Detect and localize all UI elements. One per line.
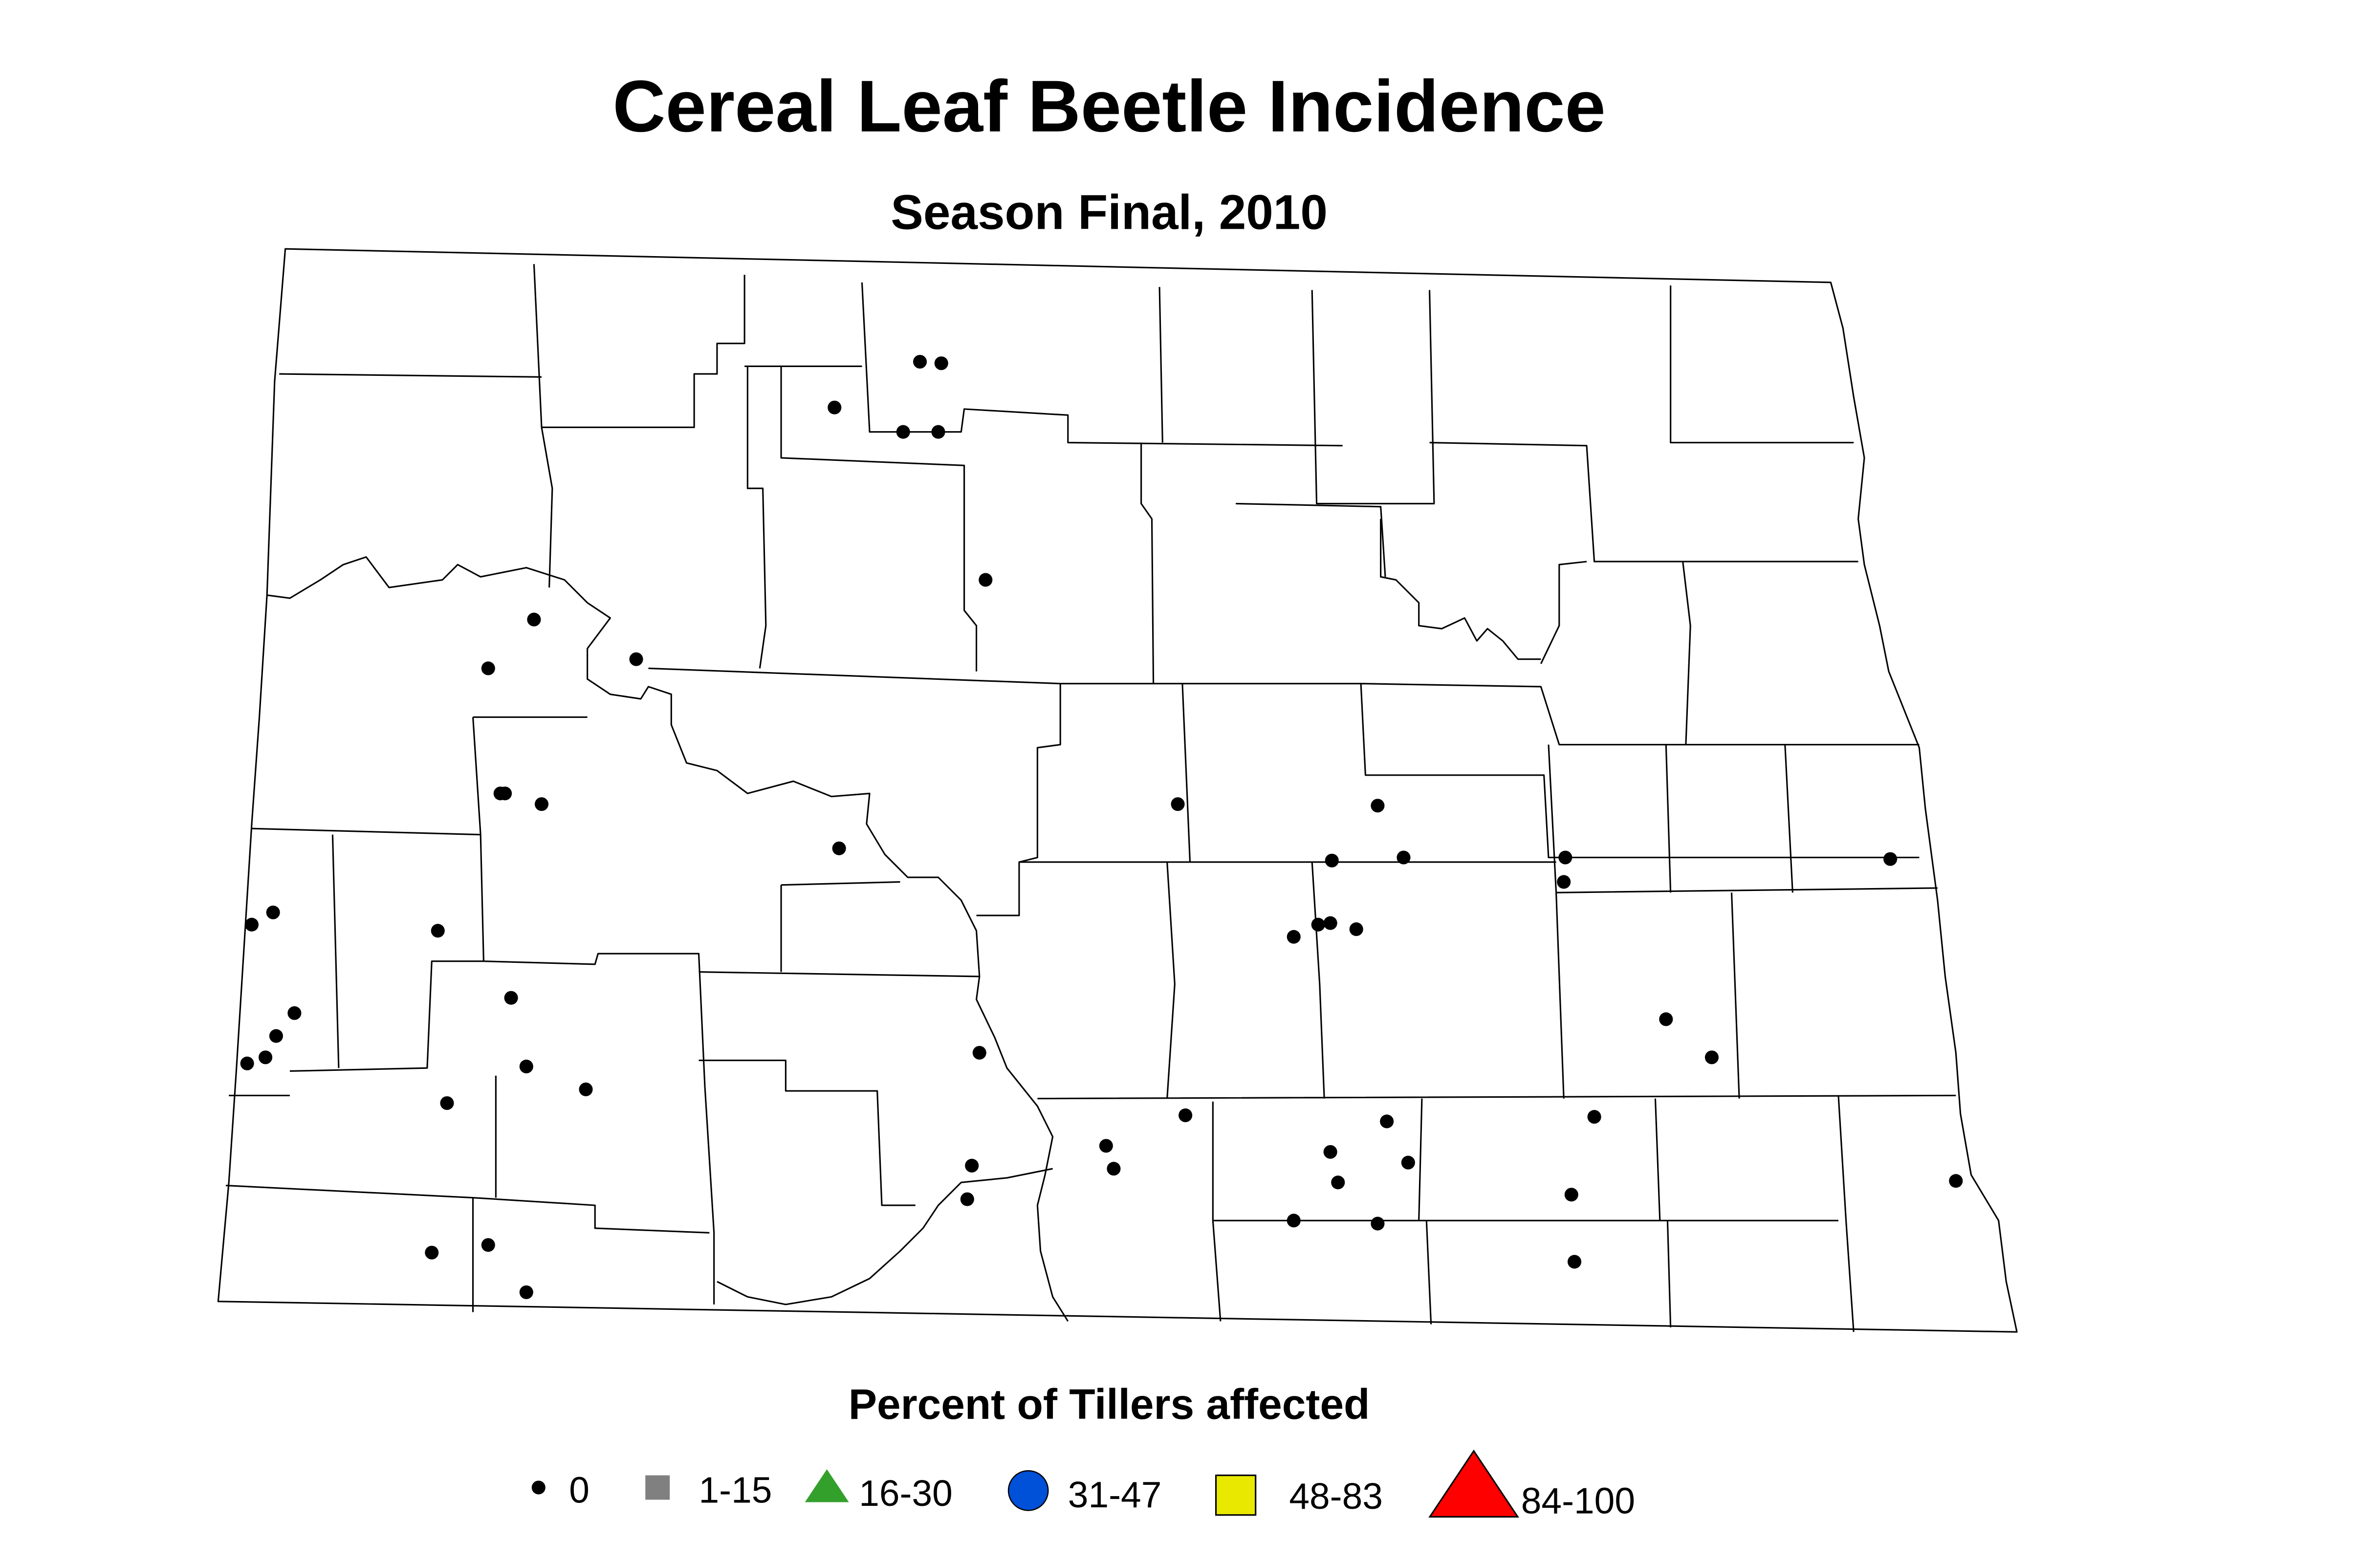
site-dot bbox=[1099, 1139, 1113, 1153]
legend-symbol bbox=[805, 1469, 849, 1502]
site-dot bbox=[440, 1096, 454, 1110]
legend-title: Percent of Tillers affected bbox=[849, 1380, 1370, 1428]
site-dot bbox=[1325, 853, 1339, 868]
site-dot bbox=[960, 1192, 974, 1206]
map-title: Cereal Leaf Beetle Incidence bbox=[612, 65, 1605, 147]
site-dot bbox=[481, 661, 495, 675]
site-dot bbox=[1587, 1110, 1601, 1124]
site-dot bbox=[1107, 1162, 1121, 1176]
legend-label: 48-83 bbox=[1289, 1476, 1383, 1517]
legend-label: 0 bbox=[569, 1470, 590, 1511]
site-dot bbox=[519, 1060, 533, 1074]
legend-label: 16-30 bbox=[859, 1473, 953, 1514]
legend-label: 84-100 bbox=[1521, 1480, 1635, 1521]
site-dot bbox=[259, 1050, 273, 1064]
legend-label: 1-15 bbox=[699, 1470, 772, 1511]
site-dot bbox=[934, 356, 948, 370]
legend-symbol bbox=[1007, 1470, 1049, 1511]
legend: 0 1-15 16-30 31-47 48-83 84-100 bbox=[531, 1449, 1635, 1521]
site-dot bbox=[1287, 1214, 1301, 1228]
survey-sites bbox=[240, 355, 1963, 1300]
map-subtitle: Season Final, 2010 bbox=[891, 186, 1328, 240]
site-dot bbox=[1371, 1216, 1385, 1231]
state-map bbox=[217, 248, 2018, 1333]
site-dot bbox=[1883, 852, 1898, 866]
site-dot bbox=[287, 1006, 302, 1020]
legend-symbol bbox=[1428, 1449, 1519, 1518]
site-dot bbox=[519, 1285, 533, 1300]
legend-symbol bbox=[645, 1475, 670, 1500]
site-dot bbox=[504, 991, 518, 1005]
site-dot bbox=[1659, 1012, 1673, 1026]
site-dot bbox=[425, 1245, 439, 1260]
site-dot bbox=[269, 1029, 283, 1043]
site-dot bbox=[1401, 1155, 1415, 1170]
site-dot bbox=[1171, 797, 1185, 811]
site-dot bbox=[1311, 917, 1325, 932]
site-dot bbox=[629, 652, 643, 666]
site-dot bbox=[979, 573, 993, 587]
county-lines bbox=[225, 264, 1956, 1332]
site-dot bbox=[1179, 1108, 1193, 1123]
site-dot bbox=[1349, 922, 1363, 936]
site-dot bbox=[931, 425, 945, 439]
site-dot bbox=[1397, 850, 1411, 865]
site-dot bbox=[534, 797, 549, 811]
site-dot bbox=[240, 1056, 254, 1070]
site-dot bbox=[1564, 1188, 1578, 1202]
legend-label: 31-47 bbox=[1068, 1474, 1162, 1515]
legend-symbol bbox=[531, 1480, 546, 1495]
site-dot bbox=[1567, 1255, 1582, 1269]
site-dot bbox=[1558, 850, 1572, 865]
site-dot bbox=[972, 1045, 986, 1060]
site-dot bbox=[1331, 1175, 1345, 1190]
site-dot bbox=[481, 1238, 495, 1252]
site-dot bbox=[828, 400, 842, 414]
legend-symbol bbox=[1215, 1475, 1257, 1516]
site-dot bbox=[832, 841, 846, 855]
site-dot bbox=[431, 924, 445, 938]
site-dot bbox=[1323, 916, 1337, 930]
site-dot bbox=[1557, 875, 1571, 889]
site-dot bbox=[266, 905, 280, 919]
site-dot bbox=[498, 786, 512, 801]
site-dot bbox=[913, 355, 927, 369]
site-dot bbox=[1380, 1114, 1394, 1129]
site-dot bbox=[965, 1158, 979, 1173]
site-dot bbox=[244, 917, 259, 932]
site-dot bbox=[1287, 930, 1301, 944]
site-dot bbox=[527, 612, 541, 627]
site-dot bbox=[1371, 799, 1385, 813]
site-dot bbox=[1949, 1174, 1963, 1188]
site-dot bbox=[579, 1082, 593, 1096]
state-outline bbox=[217, 248, 2018, 1333]
site-dot bbox=[1704, 1050, 1719, 1064]
site-dot bbox=[1323, 1145, 1337, 1159]
site-dot bbox=[896, 425, 910, 439]
